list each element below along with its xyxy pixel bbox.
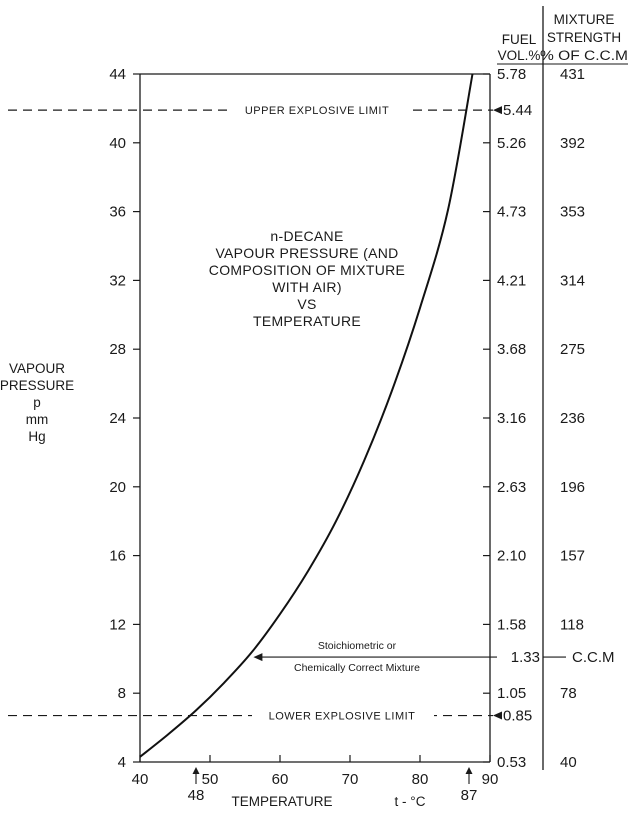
- mixture-tick-label: 353: [560, 204, 585, 221]
- mixture-tick-label: 196: [560, 479, 585, 496]
- x-tick-labels: 40 50 60 70 80 90: [132, 771, 499, 788]
- axis-ticks: [133, 73, 491, 763]
- fuel-tick-label: 2.10: [497, 548, 526, 565]
- ylabel-line-5: Hg: [28, 429, 45, 444]
- ccm-arrow: [253, 653, 263, 662]
- lower-temperature-label: 48: [188, 787, 205, 804]
- title-line-2: VAPOUR PRESSURE (AND: [215, 245, 398, 261]
- mixture-tick-label: 314: [560, 272, 585, 289]
- mixture-header-line-1: MIXTURE: [554, 12, 615, 27]
- fuel-tick-label: 5.78: [497, 66, 526, 83]
- lower-limit-fuel-value: 0.85: [503, 708, 532, 725]
- mixture-header-line-3: % OF C.C.M: [540, 48, 628, 63]
- lower-limit-arrow: [493, 711, 502, 720]
- upper-explosive-limit-label: UPPER EXPLOSIVE LIMIT: [245, 105, 389, 117]
- fuel-tick-label: 3.16: [497, 410, 526, 427]
- ccm-fuel-value: 1.33: [511, 649, 540, 666]
- title-line-3: COMPOSITION OF MIXTURE: [209, 262, 405, 278]
- ccm-annotation-line-2: Chemically Correct Mixture: [294, 662, 420, 674]
- ylabel-line-4: mm: [26, 412, 49, 427]
- fuel-tick-label: 4.21: [497, 272, 526, 289]
- upper-temperature-label: 87: [461, 787, 478, 804]
- x-tick-label: 50: [202, 771, 219, 788]
- ylabel-line-1: VAPOUR: [9, 361, 65, 376]
- fuel-tick-label: 1.05: [497, 685, 526, 702]
- y-axis-title: VAPOUR PRESSURE p mm Hg: [0, 361, 74, 444]
- x-axis-title: TEMPERATURE: [231, 794, 332, 809]
- title-line-6: TEMPERATURE: [253, 313, 361, 329]
- mixture-tick-label: 40: [560, 754, 577, 771]
- x-tick-label: 90: [482, 771, 499, 788]
- x-tick-label: 60: [272, 771, 289, 788]
- x-tick-label: 80: [412, 771, 429, 788]
- ccm-annotation-line-1: Stoichiometric or: [318, 640, 397, 652]
- lower-limit-label-background: [252, 707, 434, 724]
- fuel-tick-label: 5.26: [497, 135, 526, 152]
- vapour-pressure-curve: [139, 73, 474, 758]
- x-tick-label: 40: [132, 771, 149, 788]
- y-tick-label: 40: [109, 135, 126, 152]
- mixture-tick-label: 157: [560, 548, 585, 565]
- fuel-axis-header: FUEL VOL.%: [498, 32, 541, 63]
- title-line-1: n-DECANE: [270, 228, 343, 244]
- upper-limit-arrow: [493, 106, 502, 115]
- mixture-tick-label: 275: [560, 341, 585, 358]
- mixture-tick-label: 236: [560, 410, 585, 427]
- y-tick-label: 16: [109, 548, 126, 565]
- fuel-tick-label: 1.58: [497, 616, 526, 633]
- y-tick-label: 32: [109, 272, 126, 289]
- y-tick-label: 24: [109, 410, 126, 427]
- y-tick-label: 8: [118, 685, 126, 702]
- lower-temperature-arrowhead: [192, 767, 200, 774]
- explosive-limit-temperature-markers: 48 87: [188, 767, 478, 804]
- y-tick-label: 12: [109, 616, 126, 633]
- mixture-tick-label: 118: [560, 616, 584, 633]
- ccm-mixture-label: C.C.M: [572, 649, 615, 666]
- y-tick-labels: 4 8 12 16 20 24 28 32 36 40 44: [109, 66, 126, 771]
- fuel-header-line-1: FUEL: [502, 32, 537, 47]
- ylabel-line-2: PRESSURE: [0, 378, 74, 393]
- fuel-tick-labels: 5.78 5.26 4.73 4.21 3.68 3.16 2.63 2.10 1.58 1.05…: [497, 66, 526, 771]
- title-line-4: WITH AIR): [272, 279, 342, 295]
- fuel-tick-label: 2.63: [497, 479, 526, 496]
- x-tick-label: 70: [342, 771, 359, 788]
- fuel-tick-label: 3.68: [497, 341, 526, 358]
- ylabel-line-3: p: [33, 395, 41, 410]
- upper-limit-fuel-value: 5.44: [503, 102, 532, 119]
- chart-title: n-DECANE VAPOUR PRESSURE (AND COMPOSITIO…: [209, 228, 405, 329]
- y-tick-label: 36: [109, 204, 126, 221]
- upper-limit-label-background: [230, 102, 408, 119]
- y-tick-label: 44: [109, 66, 126, 83]
- title-line-5: VS: [297, 296, 316, 312]
- y-tick-label: 28: [109, 341, 126, 358]
- fuel-tick-label: 0.53: [497, 754, 526, 771]
- y-tick-label: 20: [109, 479, 126, 496]
- lower-explosive-limit-label: LOWER EXPLOSIVE LIMIT: [269, 711, 416, 723]
- y-tick-label: 4: [118, 754, 126, 771]
- mixture-tick-label: 78: [560, 685, 577, 702]
- mixture-header-line-2: STRENGTH: [547, 30, 621, 45]
- upper-temperature-arrowhead: [465, 767, 473, 774]
- mixture-tick-label: 431: [560, 66, 585, 83]
- x-axis-unit: t - °C: [395, 794, 426, 809]
- fuel-header-line-2: VOL.%: [498, 48, 541, 63]
- mixture-tick-labels: 431 392 353 314 275 236 196 157 118 78 40: [560, 66, 585, 771]
- mixture-tick-label: 392: [560, 135, 585, 152]
- mixture-axis-header: MIXTURE STRENGTH % OF C.C.M: [540, 12, 628, 63]
- fuel-tick-label: 4.73: [497, 204, 526, 221]
